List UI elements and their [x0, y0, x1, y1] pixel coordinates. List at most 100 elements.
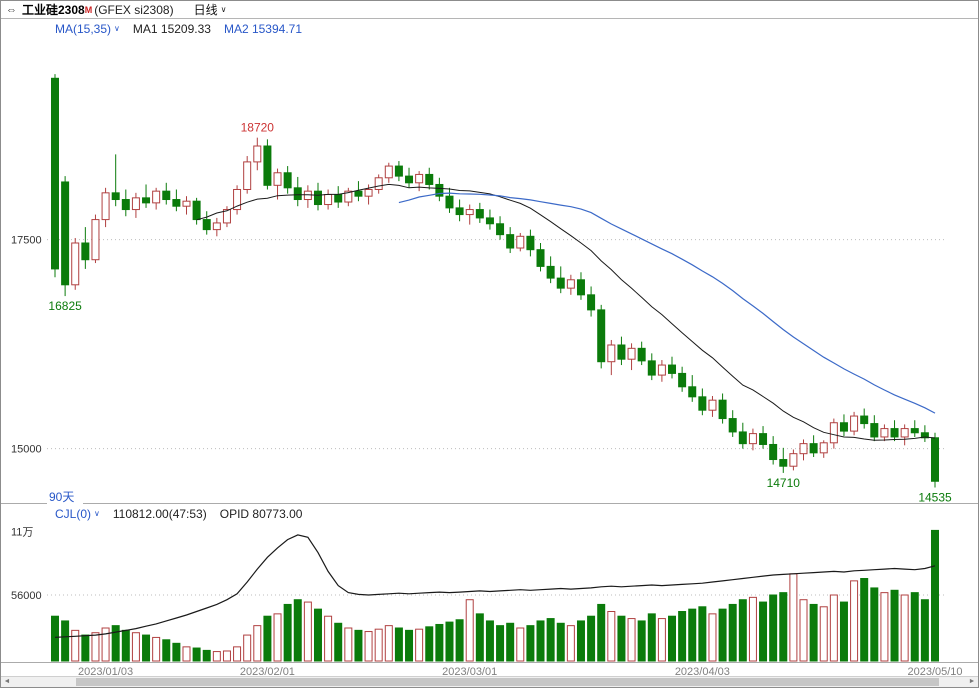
- volume-bar: [556, 622, 565, 662]
- volume-bar: [222, 650, 231, 662]
- candle-body: [435, 183, 444, 197]
- candle-body: [748, 433, 757, 445]
- candle-body: [698, 396, 707, 411]
- volume-bar: [364, 631, 373, 662]
- period-dropdown[interactable]: 日线 ∨: [194, 1, 227, 18]
- volume-bar: [688, 608, 697, 662]
- volume-bar: [860, 578, 869, 662]
- scrollbar-thumb[interactable]: [76, 678, 939, 686]
- volume-bar: [536, 620, 545, 662]
- volume-bar: [597, 603, 606, 662]
- volume-bar: [172, 642, 181, 662]
- candle-body: [263, 145, 272, 186]
- volume-bar: [587, 615, 596, 662]
- svg-text:18720: 18720: [241, 121, 275, 135]
- candle-body: [587, 294, 596, 311]
- volume-bar: [192, 647, 201, 662]
- grid-layer: 17500 15000 11万 56000: [1, 235, 978, 663]
- candle-body: [597, 309, 606, 363]
- candle-body: [344, 190, 353, 203]
- candle-body: [71, 242, 80, 286]
- candle-body: [152, 190, 161, 204]
- candle-body: [607, 344, 616, 363]
- ma-selector-label: MA(15,35): [55, 22, 112, 36]
- volume-bar: [233, 646, 242, 662]
- ma-selector-dropdown[interactable]: MA(15,35) ∨: [55, 21, 120, 37]
- candle-body: [576, 279, 585, 296]
- volume-bar: [445, 621, 454, 662]
- scroll-right-arrow[interactable]: ►: [968, 678, 976, 685]
- volume-bar: [354, 629, 363, 662]
- candle-body: [789, 453, 798, 467]
- volume-bar: [678, 611, 687, 662]
- svg-text:11万: 11万: [11, 526, 33, 538]
- volume-bar: [405, 629, 414, 662]
- volume-bar: [738, 599, 747, 662]
- candle-body: [647, 360, 656, 376]
- volume-bar: [415, 628, 424, 662]
- svg-text:2023/01/03: 2023/01/03: [78, 666, 133, 678]
- scroll-left-arrow[interactable]: ◄: [3, 678, 11, 685]
- candle-body: [354, 190, 363, 197]
- candle-body: [131, 197, 140, 211]
- candle-body: [162, 190, 171, 201]
- candle-body: [688, 386, 697, 398]
- cjl-selector-dropdown[interactable]: CJL(0) ∨: [55, 506, 100, 522]
- svg-text:16825: 16825: [48, 299, 82, 313]
- volume-bar: [496, 625, 505, 662]
- candle-body: [405, 175, 414, 184]
- candle-body: [779, 459, 788, 467]
- volume-bar: [647, 613, 656, 662]
- candle-body: [516, 235, 525, 249]
- horizontal-scrollbar[interactable]: ◄ ►: [1, 676, 978, 687]
- volume-bar: [769, 594, 778, 662]
- volume-bar: [931, 529, 939, 662]
- volume-bar: [273, 613, 282, 662]
- volume-bar: [263, 615, 272, 662]
- volume-bar: [425, 626, 434, 662]
- volume-bar: [850, 580, 859, 662]
- candle-body: [546, 265, 555, 279]
- opid-reading: OPID 80773.00: [219, 507, 303, 521]
- volume-bar: [253, 625, 262, 662]
- candle-body: [870, 423, 879, 438]
- volume-bar: [455, 619, 464, 662]
- candle-body: [799, 443, 808, 455]
- volume-bar: [485, 620, 494, 662]
- candle-body: [81, 242, 90, 261]
- x-axis-labels: 2023/01/03 2023/02/01 2023/03/01 2023/04/03…: [78, 666, 962, 678]
- candle-body: [394, 165, 403, 177]
- volume-bar: [920, 599, 929, 662]
- candle-body: [243, 161, 252, 190]
- candle-body: [374, 177, 383, 190]
- candle-body: [475, 209, 484, 219]
- candle-body: [627, 347, 636, 360]
- scrollbar-track[interactable]: [13, 677, 966, 687]
- candle-body: [556, 277, 565, 289]
- price-annotations: 16825 18720 14710 14535: [48, 121, 952, 505]
- candle-body: [678, 372, 687, 388]
- candle-body: [384, 165, 393, 179]
- title-bar: ⇔ 工业硅2308 M (GFEX si2308) 日线 ∨: [1, 1, 978, 19]
- volume-bar: [475, 613, 484, 662]
- candle-body: [324, 194, 333, 206]
- volume-bar: [829, 594, 838, 662]
- ma2-value: MA2 15394.71: [223, 22, 303, 36]
- volume-bar: [506, 622, 515, 662]
- candle-body: [506, 234, 515, 249]
- svg-text:15000: 15000: [11, 444, 42, 456]
- volume-bar: [516, 627, 525, 662]
- volume-bar: [324, 615, 333, 662]
- candle-body: [465, 209, 474, 216]
- candle-body: [202, 219, 211, 231]
- candle-body: [809, 443, 818, 454]
- candle-body: [839, 422, 848, 432]
- volume-bar: [759, 601, 768, 662]
- volume-bar: [61, 620, 70, 662]
- candle-body: [668, 364, 677, 374]
- candle-body: [728, 418, 737, 433]
- ma1-value: MA1 15209.33: [132, 22, 211, 36]
- chevron-down-icon: ∨: [220, 5, 227, 14]
- candle-body: [364, 188, 373, 197]
- exchange-code: (GFEX si2308): [94, 2, 174, 17]
